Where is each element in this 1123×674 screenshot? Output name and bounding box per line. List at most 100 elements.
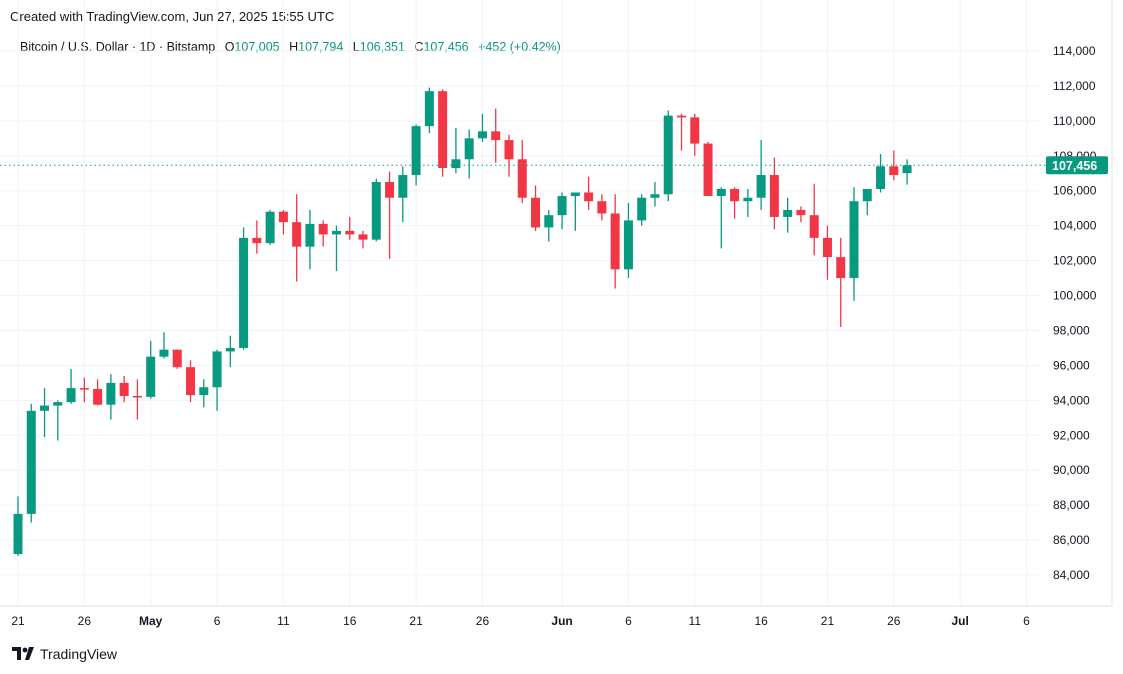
x-tick-label: 16: [343, 614, 357, 628]
x-tick-label: Jul: [951, 614, 968, 628]
candle-body: [358, 234, 368, 240]
y-tick-label: 98,000: [1053, 323, 1090, 337]
candle-body: [464, 138, 474, 160]
symbol-name[interactable]: Bitcoin / U.S. Dollar · 1D · Bitstamp: [20, 40, 216, 54]
candle-body: [730, 188, 740, 202]
candle-body: [159, 349, 169, 357]
candle-body: [13, 513, 23, 555]
candle-body: [889, 166, 899, 176]
candle-body: [584, 192, 594, 202]
y-tick-label: 94,000: [1053, 393, 1090, 407]
candle-body: [438, 91, 448, 169]
candle-body: [836, 257, 846, 279]
candle-body: [132, 395, 142, 398]
y-tick-label: 100,000: [1053, 289, 1097, 303]
candle-body: [225, 347, 235, 352]
candle-body: [66, 388, 76, 403]
x-tick-label: Jun: [551, 614, 572, 628]
y-tick-label: 92,000: [1053, 428, 1090, 442]
candle-body: [146, 356, 156, 397]
x-tick-label: 11: [277, 614, 290, 628]
candle-body: [637, 197, 647, 221]
symbol-legend: Bitcoin / U.S. Dollar · 1D · Bitstamp O1…: [20, 40, 561, 54]
y-tick-label: 96,000: [1053, 358, 1090, 372]
y-tick-label: 102,000: [1053, 254, 1097, 268]
high-label: H: [289, 40, 299, 54]
y-tick-label: 104,000: [1053, 219, 1097, 233]
close-label: C: [414, 40, 424, 54]
candle-body: [26, 410, 36, 514]
candle-body: [610, 213, 620, 270]
candle-body: [544, 215, 554, 228]
y-tick-label: 106,000: [1053, 184, 1097, 198]
low-value: 106,351: [359, 40, 405, 54]
candle-body: [557, 195, 567, 216]
y-tick-label: 110,000: [1053, 114, 1096, 128]
x-tick-label: 21: [821, 614, 835, 628]
candle-body: [40, 405, 50, 411]
candle-body: [119, 382, 129, 396]
y-tick-label: 112,000: [1053, 79, 1096, 93]
x-tick-label: 21: [409, 614, 423, 628]
candle-body: [756, 175, 766, 198]
candle-body: [239, 237, 249, 348]
candle-body: [862, 188, 872, 202]
last-price-badge: [1046, 156, 1108, 175]
candle-body: [398, 175, 408, 198]
tradingview-logo[interactable]: TradingView: [12, 646, 117, 662]
x-tick-label: 6: [625, 614, 632, 628]
candle-body: [345, 230, 355, 235]
tradingview-logo-icon: [12, 647, 34, 660]
candle-body: [252, 237, 262, 244]
candle-body: [570, 192, 580, 196]
candle-body: [504, 140, 514, 160]
candle-body: [849, 201, 859, 279]
candle-body: [677, 115, 686, 118]
y-tick-label: 108,000: [1053, 149, 1097, 163]
x-tick-label: 21: [11, 614, 25, 628]
y-tick-label: 86,000: [1053, 533, 1090, 547]
candle-body: [292, 222, 302, 247]
y-tick-label: 90,000: [1053, 463, 1090, 477]
candle-body: [491, 131, 501, 141]
x-tick-label: 26: [887, 614, 901, 628]
candle-body: [809, 215, 819, 238]
low-label: L: [352, 40, 360, 54]
candle-body: [172, 349, 182, 368]
candle-body: [371, 182, 381, 240]
x-tick-label: 26: [476, 614, 490, 628]
y-tick-label: 84,000: [1053, 568, 1090, 582]
candle-body: [318, 223, 328, 235]
candle-body: [822, 237, 832, 258]
candle-body: [411, 126, 421, 176]
high-value: 107,794: [298, 40, 344, 54]
candlestick-chart[interactable]: 84,000 86,000 88,000 90,000 92,000 94,000 96,0…: [0, 0, 1123, 640]
candle-body: [93, 388, 103, 405]
change-value: +452 (+0.42%): [478, 40, 561, 54]
candle-body: [212, 351, 222, 388]
candle-body: [305, 223, 315, 247]
candle-body: [385, 182, 395, 198]
candle-body: [53, 402, 63, 406]
candle-body: [623, 220, 633, 270]
candle-body: [451, 159, 461, 169]
candle-body: [703, 143, 713, 196]
candle-body: [796, 209, 806, 216]
candle-body: [186, 367, 196, 396]
x-tick-label: 6: [214, 614, 221, 628]
y-tick-label: 114,000: [1053, 44, 1096, 58]
open-value: 107,005: [234, 40, 280, 54]
candle-body: [424, 91, 434, 127]
candle-body: [663, 115, 673, 195]
candle-body: [199, 387, 209, 396]
x-tick-label: 6: [1023, 614, 1030, 628]
tradingview-brand: TradingView: [40, 646, 118, 662]
candle-body: [278, 211, 288, 223]
candle-body: [902, 165, 912, 174]
candle-body: [531, 197, 541, 228]
candle-body: [331, 230, 341, 235]
candle-body: [106, 382, 116, 405]
candle-body: [783, 209, 793, 217]
candle-body: [477, 131, 487, 139]
